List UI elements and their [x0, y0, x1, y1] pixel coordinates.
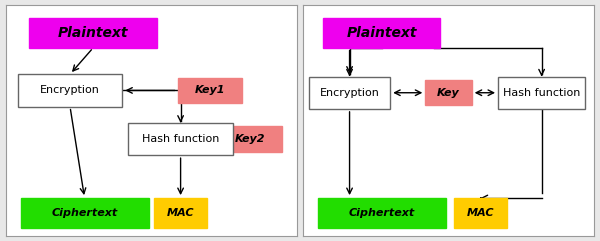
Text: MAC: MAC	[467, 208, 494, 218]
FancyBboxPatch shape	[309, 77, 391, 109]
FancyBboxPatch shape	[323, 18, 440, 48]
Text: Ciphertext: Ciphertext	[349, 208, 415, 218]
Text: Ciphertext: Ciphertext	[52, 208, 118, 218]
FancyBboxPatch shape	[17, 74, 122, 107]
Text: Encryption: Encryption	[40, 85, 100, 95]
FancyBboxPatch shape	[218, 126, 283, 152]
Text: Key2: Key2	[235, 134, 266, 144]
FancyBboxPatch shape	[178, 78, 242, 103]
FancyBboxPatch shape	[29, 18, 157, 48]
FancyBboxPatch shape	[454, 198, 506, 228]
Text: Plaintext: Plaintext	[58, 26, 128, 40]
FancyBboxPatch shape	[154, 198, 207, 228]
Text: Hash function: Hash function	[503, 88, 580, 98]
Text: Plaintext: Plaintext	[346, 26, 417, 40]
FancyBboxPatch shape	[498, 77, 585, 109]
FancyBboxPatch shape	[20, 198, 149, 228]
Text: MAC: MAC	[167, 208, 194, 218]
Text: Hash function: Hash function	[142, 134, 219, 144]
Text: Key1: Key1	[194, 85, 225, 95]
FancyBboxPatch shape	[425, 80, 472, 106]
Text: Key: Key	[437, 88, 460, 98]
Text: Encryption: Encryption	[320, 88, 379, 98]
FancyBboxPatch shape	[128, 123, 233, 155]
FancyBboxPatch shape	[317, 198, 446, 228]
